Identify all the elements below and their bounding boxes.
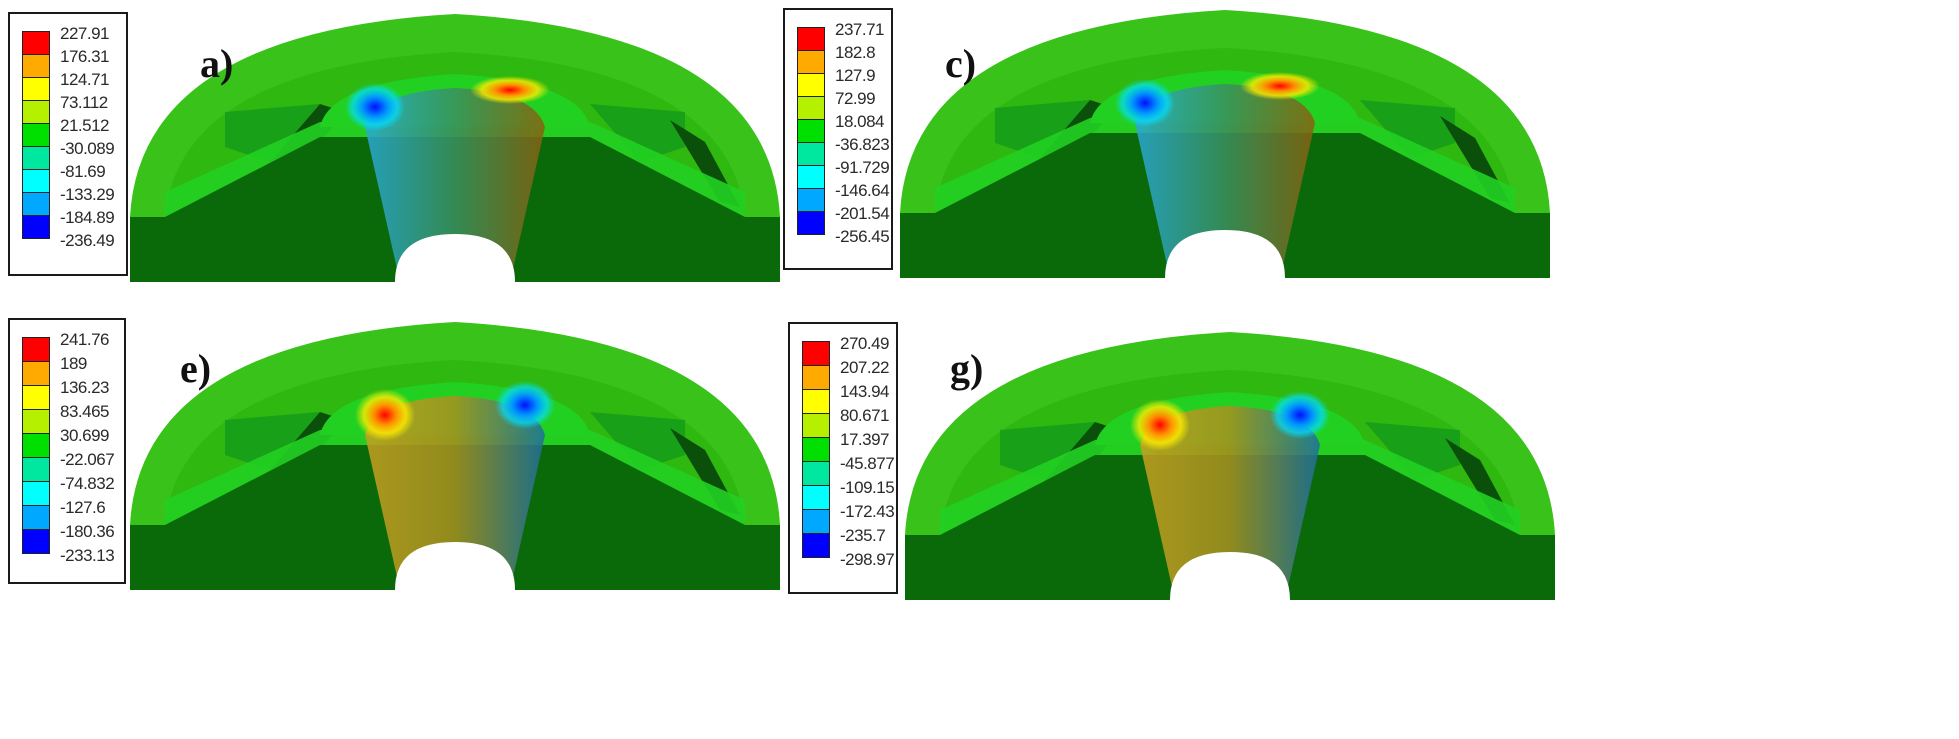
colorbar xyxy=(797,27,825,235)
colorbar-swatch xyxy=(22,457,50,482)
colorbar-swatch xyxy=(802,509,830,534)
colorbar-swatch xyxy=(22,54,50,78)
colorbar-swatch xyxy=(802,533,830,558)
legend-value: 237.71 xyxy=(835,20,885,39)
colorbar-swatch xyxy=(802,413,830,438)
colorbar-swatch xyxy=(797,27,825,51)
colorbar-swatch xyxy=(797,142,825,166)
panel-label-a: a) xyxy=(200,41,234,86)
legend-value: 21.512 xyxy=(60,116,110,135)
colorbar-swatch xyxy=(797,119,825,143)
legend-value: -81.69 xyxy=(60,162,106,181)
legend-value: 73.112 xyxy=(60,93,108,112)
panel-label-c: c) xyxy=(945,41,977,86)
colorbar xyxy=(22,31,50,239)
colorbar-swatch xyxy=(22,146,50,170)
legend-value: 189 xyxy=(60,354,87,373)
stress-contour-model xyxy=(130,14,780,282)
legend-value: 124.71 xyxy=(60,70,110,89)
colorbar-swatch xyxy=(22,77,50,101)
stress-contour-model xyxy=(905,332,1555,600)
colorbar-swatch xyxy=(802,485,830,510)
legend-value: -180.36 xyxy=(60,522,115,541)
legend-value: -74.832 xyxy=(60,474,115,493)
panel-label-e: e) xyxy=(180,346,212,391)
colorbar-swatch xyxy=(22,31,50,55)
legend-value: -172.43 xyxy=(840,502,895,521)
legend-value: -91.729 xyxy=(835,158,890,177)
colorbar-swatch xyxy=(797,211,825,235)
colorbar-swatch xyxy=(797,96,825,120)
legend-value: 17.397 xyxy=(840,430,890,449)
legend-value: 18.084 xyxy=(835,112,885,131)
colorbar-swatch xyxy=(22,100,50,124)
colorbar-swatch xyxy=(797,188,825,212)
legend-value: -201.54 xyxy=(835,204,890,223)
legend-value: -30.089 xyxy=(60,139,115,158)
legend-value: 30.699 xyxy=(60,426,110,445)
color-legend-c: 237.71 182.8 127.9 72.99 18.084 -36.823 -91.72… xyxy=(783,8,893,270)
legend-value: -45.877 xyxy=(840,454,895,473)
panel-label-g: g) xyxy=(950,346,984,391)
legend-value: -235.7 xyxy=(840,526,886,545)
colorbar-swatch xyxy=(797,73,825,97)
legend-value: 227.91 xyxy=(60,24,110,43)
colorbar-swatch xyxy=(22,529,50,554)
legend-value: 143.94 xyxy=(840,382,890,401)
colorbar-swatch xyxy=(797,165,825,189)
colorbar-swatch xyxy=(22,481,50,506)
colorbar-swatch xyxy=(802,461,830,486)
colorbar-swatch xyxy=(22,409,50,434)
legend-value: 270.49 xyxy=(840,334,890,353)
legend-value: -133.29 xyxy=(60,185,115,204)
colorbar-swatch xyxy=(22,215,50,239)
stress-contour-model xyxy=(130,322,780,590)
legend-value: 241.76 xyxy=(60,330,110,349)
legend-value: 136.23 xyxy=(60,378,110,397)
legend-value: 80.671 xyxy=(840,406,890,425)
colorbar-swatch xyxy=(22,123,50,147)
colorbar-swatch xyxy=(22,192,50,216)
legend-value: 72.99 xyxy=(835,89,876,108)
colorbar xyxy=(22,337,50,554)
legend-value: -256.45 xyxy=(835,227,890,246)
colorbar-swatch xyxy=(22,385,50,410)
colorbar-swatch xyxy=(802,341,830,366)
colorbar-swatch xyxy=(802,365,830,390)
color-legend-a: 227.91 176.31 124.71 73.112 21.512 -30.089 -81… xyxy=(8,12,128,276)
legend-value: -109.15 xyxy=(840,478,895,497)
color-legend-g: 270.49 207.22 143.94 80.671 17.397 -45.877 -10… xyxy=(788,322,898,594)
legend-value: -127.6 xyxy=(60,498,106,517)
legend-value: 176.31 xyxy=(60,47,110,66)
legend-value: -36.823 xyxy=(835,135,890,154)
colorbar-swatch xyxy=(802,437,830,462)
legend-value: -233.13 xyxy=(60,546,115,565)
legend-value: 127.9 xyxy=(835,66,876,85)
stress-contour-model xyxy=(900,10,1550,278)
color-legend-e: 241.76 189 136.23 83.465 30.699 -22.067 -74.83… xyxy=(8,318,126,584)
colorbar-swatch xyxy=(22,433,50,458)
colorbar xyxy=(802,341,830,558)
legend-value: -146.64 xyxy=(835,181,890,200)
colorbar-swatch xyxy=(22,337,50,362)
colorbar-swatch xyxy=(22,505,50,530)
legend-value: -236.49 xyxy=(60,231,115,250)
colorbar-swatch xyxy=(22,361,50,386)
legend-value: -22.067 xyxy=(60,450,115,469)
colorbar-swatch xyxy=(797,50,825,74)
colorbar-swatch xyxy=(802,389,830,414)
legend-value: 182.8 xyxy=(835,43,876,62)
legend-value: 207.22 xyxy=(840,358,890,377)
colorbar-swatch xyxy=(22,169,50,193)
legend-value: -184.89 xyxy=(60,208,115,227)
legend-value: 83.465 xyxy=(60,402,110,421)
legend-value: -298.97 xyxy=(840,550,895,569)
